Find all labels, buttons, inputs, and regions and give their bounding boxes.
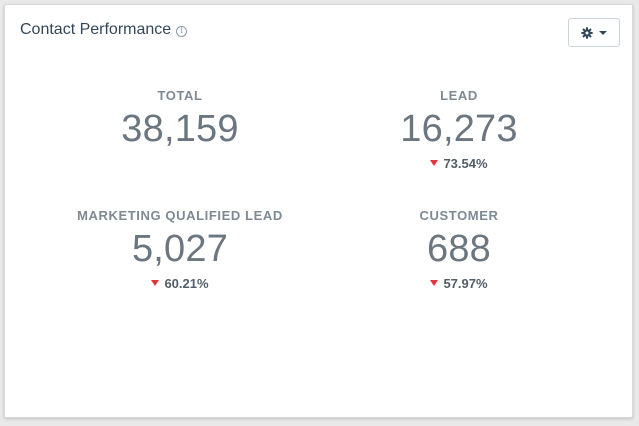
metric-label: TOTAL xyxy=(157,88,203,103)
metric-value: 688 xyxy=(426,228,491,270)
down-arrow-icon xyxy=(430,160,439,166)
down-arrow-icon xyxy=(430,280,439,286)
metric-change: 60.21% xyxy=(30,275,330,291)
metric-total: TOTAL 38,159 xyxy=(30,88,330,152)
metric-label: CUSTOMER xyxy=(419,208,499,223)
change-percent: 60.21% xyxy=(164,275,209,291)
settings-dropdown-button[interactable] xyxy=(568,18,620,47)
metric-marketing-qualified-lead: MARKETING QUALIFIED LEAD 5,027 60.21% xyxy=(30,208,330,291)
down-arrow-icon xyxy=(151,280,160,286)
contact-performance-card: Contact Performance i xyxy=(4,4,633,418)
metric-value: 5,027 xyxy=(131,228,229,270)
metric-lead: LEAD 16,273 73.54% xyxy=(309,88,609,171)
metric-customer: CUSTOMER 688 57.97% xyxy=(309,208,609,291)
metric-change: 57.97% xyxy=(309,275,609,291)
metric-label: LEAD xyxy=(440,88,478,103)
caret-down-icon xyxy=(599,31,607,35)
change-percent: 73.54% xyxy=(443,155,488,171)
metric-value: 16,273 xyxy=(400,108,518,150)
change-percent: 57.97% xyxy=(443,275,488,291)
card-title: Contact Performance xyxy=(20,21,172,38)
metric-label: MARKETING QUALIFIED LEAD xyxy=(77,208,283,223)
gear-icon xyxy=(581,26,593,39)
card-header: Contact Performance i xyxy=(20,21,188,39)
metric-value: 38,159 xyxy=(121,108,239,150)
info-icon[interactable]: i xyxy=(176,25,188,37)
metric-change: 73.54% xyxy=(309,155,609,171)
